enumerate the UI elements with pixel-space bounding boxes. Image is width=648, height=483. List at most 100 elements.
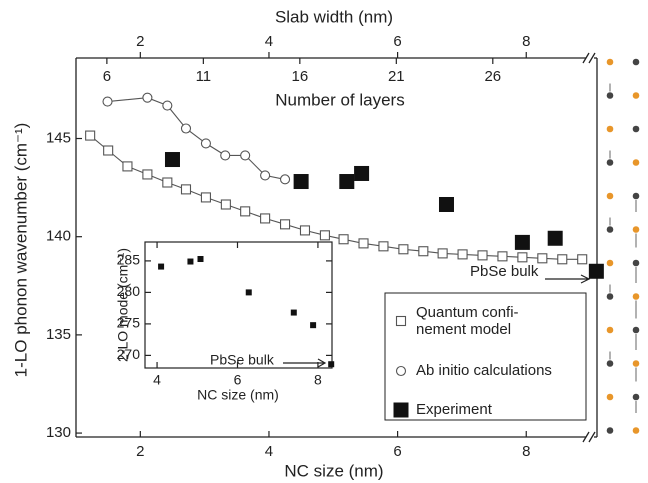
atom xyxy=(606,393,614,401)
atom xyxy=(606,159,614,166)
atom xyxy=(606,125,614,133)
data-point xyxy=(354,165,370,181)
data-point xyxy=(537,253,548,264)
legend-marker xyxy=(395,365,407,377)
atom xyxy=(606,92,614,99)
data-point xyxy=(457,249,468,260)
atom xyxy=(632,226,640,233)
y-tick-label: 130 xyxy=(46,424,71,441)
x-tick-label: 2 xyxy=(136,443,144,460)
atom xyxy=(606,293,614,300)
atom xyxy=(606,360,614,367)
data-point xyxy=(338,234,349,245)
data-point xyxy=(200,192,211,203)
y-tick-label: 275 xyxy=(117,315,141,331)
y-tick-label: 145 xyxy=(46,129,71,146)
atom xyxy=(606,192,614,200)
data-point xyxy=(103,145,114,156)
data-point xyxy=(279,219,291,230)
x-tick-label: 4 xyxy=(153,372,161,388)
data-point xyxy=(240,206,251,217)
atom xyxy=(632,259,640,267)
y-tick-label: 280 xyxy=(117,283,141,299)
data-point xyxy=(514,234,530,250)
axis-break xyxy=(582,52,596,64)
data-point xyxy=(142,92,153,103)
data-point xyxy=(437,248,448,259)
data-point xyxy=(398,244,409,255)
data-point xyxy=(158,263,165,270)
y-tick-label: 285 xyxy=(117,252,141,268)
data-point xyxy=(438,196,454,212)
annotation-arrow xyxy=(545,274,591,284)
data-point xyxy=(293,174,309,190)
atom xyxy=(632,58,640,66)
x-tick-label: 6 xyxy=(234,372,242,388)
top-tick-label: 4 xyxy=(265,33,273,50)
data-point xyxy=(180,184,192,195)
layer-tick-label: 11 xyxy=(196,68,212,85)
atom xyxy=(606,226,614,233)
atom xyxy=(606,326,614,334)
layer-tick-label: 16 xyxy=(291,68,308,85)
legend-label: Quantum confi-nement model xyxy=(416,304,519,338)
data-point xyxy=(245,289,252,296)
x-tick-label: 4 xyxy=(265,443,273,460)
data-point xyxy=(164,152,180,168)
legend-marker xyxy=(393,402,409,418)
data-point xyxy=(162,177,173,188)
y-tick-label: 135 xyxy=(46,326,71,343)
inset-annotation-arrow xyxy=(283,358,327,368)
inset-frame xyxy=(144,241,333,369)
atom xyxy=(632,159,640,166)
data-point xyxy=(240,150,251,161)
data-point xyxy=(220,199,231,210)
data-point xyxy=(328,361,335,368)
annotation: PbSe bulk xyxy=(470,263,539,280)
x-tick-label: 6 xyxy=(393,443,401,460)
data-point xyxy=(142,169,153,180)
y-tick-label: 270 xyxy=(117,346,141,362)
data-point xyxy=(279,174,291,185)
atom xyxy=(632,293,640,300)
data-point xyxy=(310,322,317,329)
legend-label: Ab initio calculations xyxy=(416,362,552,379)
data-point xyxy=(220,150,231,161)
data-point xyxy=(339,174,355,190)
data-point xyxy=(378,241,389,252)
layer-tick-label: 26 xyxy=(484,68,501,85)
legend-marker xyxy=(395,315,407,327)
data-point xyxy=(180,123,192,134)
frame xyxy=(75,52,598,443)
atom xyxy=(606,58,614,66)
atom xyxy=(632,427,640,434)
layers-axis-title: Number of layers xyxy=(275,90,404,109)
data-point xyxy=(85,130,96,141)
data-point xyxy=(187,258,194,265)
data-point xyxy=(200,138,211,149)
y-tick-label: 140 xyxy=(46,228,71,245)
atom xyxy=(632,125,640,133)
data-point xyxy=(418,246,429,257)
x-tick-label: 8 xyxy=(314,372,322,388)
top-tick-label: 8 xyxy=(522,33,530,50)
data-point xyxy=(517,252,528,263)
atom xyxy=(632,393,640,401)
atom xyxy=(632,192,640,200)
data-point xyxy=(102,96,113,107)
atom xyxy=(632,92,640,99)
data-point xyxy=(197,256,204,263)
data-point xyxy=(477,250,488,261)
data-point xyxy=(260,213,271,224)
data-point xyxy=(260,170,271,181)
atom xyxy=(606,427,614,434)
data-point xyxy=(290,309,297,316)
y-axis-title: 1-LO phonon wavenumber (cm⁻¹) xyxy=(11,123,30,378)
data-point xyxy=(299,225,311,236)
x-axis-title: NC size (nm) xyxy=(284,461,383,480)
inset-x-title: NC size (nm) xyxy=(197,387,279,403)
inset-y-title: 2-LO mode (cm⁻¹) xyxy=(115,248,131,362)
x-tick-label: 8 xyxy=(522,443,530,460)
